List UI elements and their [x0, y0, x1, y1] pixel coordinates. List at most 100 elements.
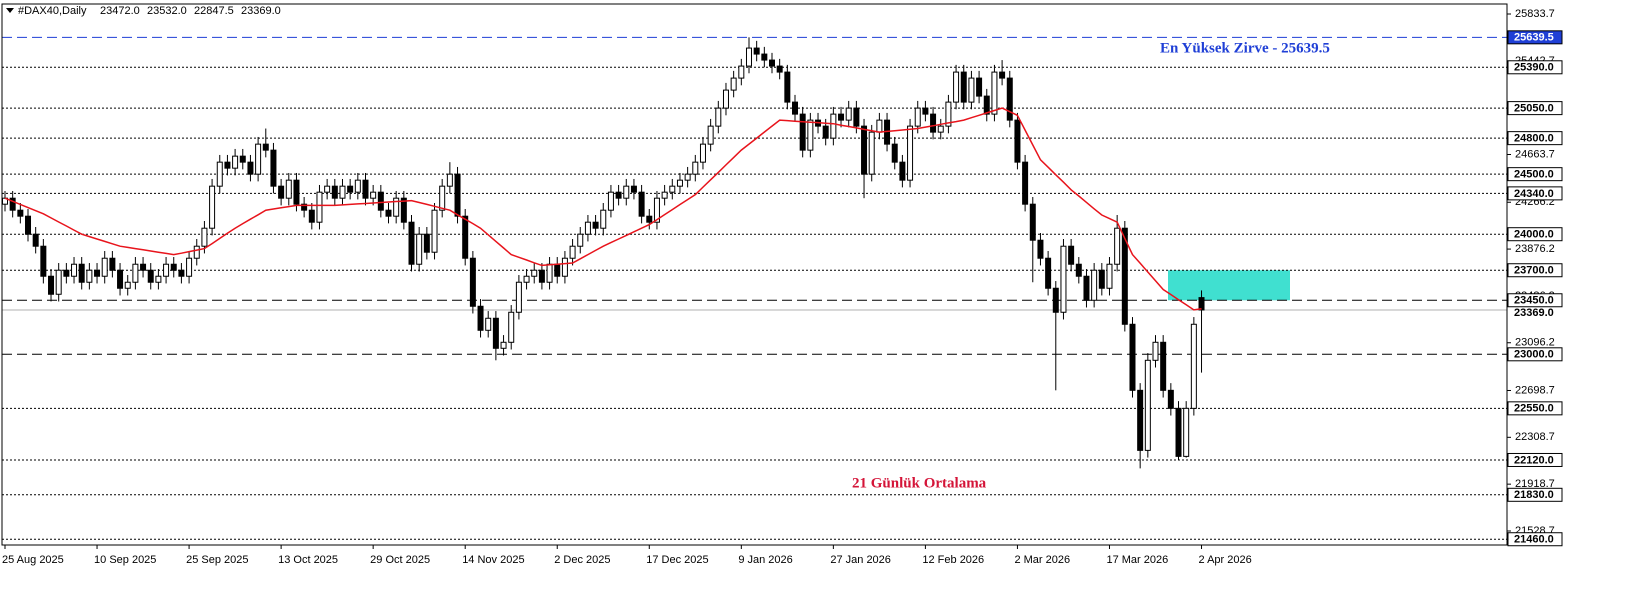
candle-body [769, 59, 775, 67]
candle-body [1060, 245, 1067, 313]
candle-body [991, 71, 998, 115]
symbol: #DAX40,Daily [18, 5, 87, 17]
candle-body [1075, 263, 1082, 277]
candle-body [124, 281, 131, 289]
candle-body [485, 317, 492, 331]
candle-body [945, 101, 952, 127]
candle-body [224, 161, 231, 169]
candle-body [584, 221, 591, 235]
candle-body [861, 125, 868, 175]
candle-body [423, 233, 430, 253]
candle-body [170, 263, 177, 271]
candle-body [78, 263, 85, 283]
candle-body [1198, 297, 1205, 311]
candle-body [753, 47, 760, 55]
candle-body [830, 113, 837, 139]
level-label: 25050.0 [1514, 103, 1554, 115]
level-label: 22120.0 [1514, 454, 1554, 466]
candle-body [868, 131, 875, 175]
candle-body [1152, 341, 1159, 361]
candle-body [899, 161, 906, 181]
candle-body [155, 275, 162, 283]
candle-body [561, 257, 568, 277]
candle-body [738, 65, 745, 79]
candle-body [109, 257, 116, 271]
header-low: 22847.5 [194, 5, 234, 17]
candle-body [362, 179, 369, 199]
candle-body [201, 227, 208, 247]
candle-body [653, 197, 660, 223]
level-label: 21830.0 [1514, 489, 1554, 501]
header-high: 23532.0 [147, 5, 187, 17]
candle-body [1045, 257, 1052, 289]
moving-average [4, 107, 1202, 311]
candle-body [930, 113, 937, 133]
candle-body [922, 107, 929, 115]
candle-body [838, 113, 845, 121]
candle-body [876, 119, 883, 133]
candle-body [1190, 323, 1197, 409]
candle-body [101, 257, 108, 277]
candle-body [630, 185, 637, 193]
candle-body [9, 197, 16, 211]
candle-body [347, 185, 354, 193]
candle-body [577, 233, 584, 247]
candle-body [822, 125, 829, 139]
level-label: 25639.5 [1514, 32, 1554, 44]
candle-body [569, 245, 576, 259]
candle-body [715, 107, 722, 127]
candle-body [600, 209, 607, 229]
candle-body [684, 173, 691, 181]
level-label: 25390.0 [1514, 62, 1554, 74]
candle-body [439, 185, 446, 211]
candle-body [1006, 77, 1013, 121]
candle-body [1129, 323, 1136, 391]
candle-body [408, 221, 415, 265]
candle-body [983, 95, 990, 115]
level-label-box [1507, 131, 1563, 146]
candle-body [140, 263, 147, 271]
candle-body [247, 161, 254, 175]
candle-body [999, 71, 1006, 79]
menu-arrow[interactable] [6, 8, 14, 13]
candle-body [293, 179, 300, 205]
level-label-box [1507, 30, 1563, 45]
x-tick-label: 29 Oct 2025 [370, 554, 430, 566]
candle-body [63, 269, 70, 277]
candle-body [1083, 275, 1090, 301]
candle-body [255, 143, 262, 175]
candle-body [232, 155, 239, 169]
candle-body [431, 209, 438, 253]
candle-body [1160, 341, 1167, 391]
candle-body [117, 269, 124, 289]
candle-body [722, 89, 729, 109]
level-label-box [1507, 401, 1563, 416]
candle-body [784, 71, 791, 103]
x-tick-label: 12 Feb 2026 [922, 554, 984, 566]
x-tick-label: 13 Oct 2025 [278, 554, 338, 566]
x-tick-label: 27 Jan 2026 [830, 554, 891, 566]
candle-body [914, 107, 921, 127]
x-tick-label: 17 Dec 2025 [646, 554, 708, 566]
candle-body [1106, 263, 1113, 289]
candle-body [354, 179, 361, 193]
candle-body [163, 263, 170, 277]
candle-body [1098, 269, 1105, 289]
candle-body [370, 191, 377, 199]
candle-body [500, 341, 507, 349]
candle-body [216, 161, 223, 187]
candle-body [592, 221, 599, 229]
candle-body [937, 125, 944, 133]
candle-body [377, 191, 384, 211]
x-tick-label: 9 Jan 2026 [738, 554, 792, 566]
candle-body [515, 281, 522, 313]
candle-body [454, 173, 461, 217]
candle-body [554, 263, 561, 277]
candle-body [1167, 389, 1174, 409]
level-label-box [1507, 186, 1563, 201]
y-tick-label: 23096.2 [1515, 337, 1555, 349]
candle-body [492, 317, 499, 349]
level-label: 23700.0 [1514, 265, 1554, 277]
candle-body [71, 263, 78, 277]
y-tick-label: 21918.7 [1515, 478, 1555, 490]
